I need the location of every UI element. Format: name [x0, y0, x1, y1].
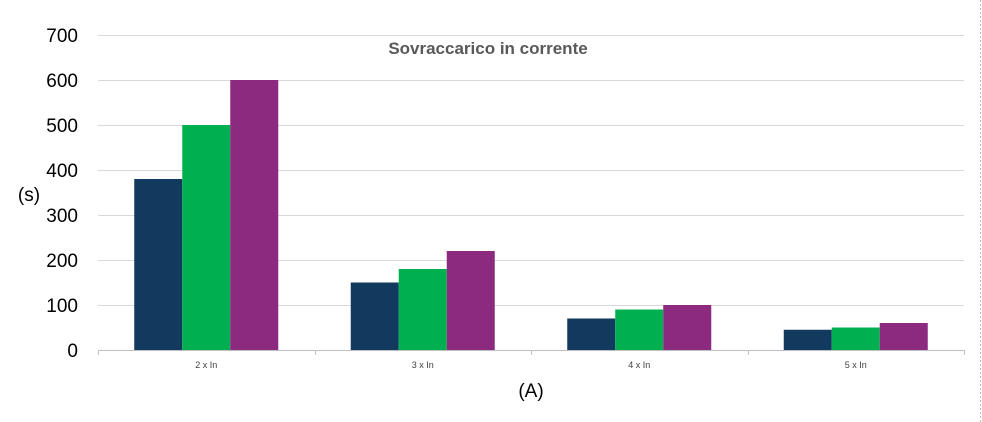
bars	[134, 80, 928, 350]
bar	[182, 125, 231, 350]
bar	[567, 318, 616, 350]
y-tick-label: 700	[46, 26, 78, 47]
y-tick-label: 600	[46, 71, 78, 92]
bar	[615, 309, 664, 350]
y-tick-label: 400	[46, 161, 78, 182]
y-tick-label: 100	[46, 296, 78, 317]
bar	[446, 251, 495, 350]
bar	[398, 269, 447, 350]
bar	[783, 329, 832, 350]
chart-title: Sovraccarico in corrente	[388, 39, 587, 58]
bar	[230, 80, 279, 350]
bar	[663, 305, 712, 350]
y-axis-label: (s)	[18, 185, 40, 206]
x-tick-label: 4 x In	[628, 360, 650, 370]
y-tick-label: 0	[67, 341, 78, 362]
y-tick-label: 500	[46, 116, 78, 137]
bar	[134, 179, 183, 350]
x-axis-label: (A)	[518, 381, 543, 402]
x-tick-label: 5 x In	[845, 360, 867, 370]
bar	[831, 327, 880, 350]
x-tick-label: 3 x In	[412, 360, 434, 370]
y-tick-label: 300	[46, 206, 78, 227]
x-tick-label: 2 x In	[195, 360, 217, 370]
bar	[350, 282, 399, 350]
axes: 0 100 200 300 400 500 600 700 2 x In 3 x In 4 x In…	[46, 26, 965, 370]
bar	[879, 323, 928, 350]
y-tick-label: 200	[46, 251, 78, 272]
